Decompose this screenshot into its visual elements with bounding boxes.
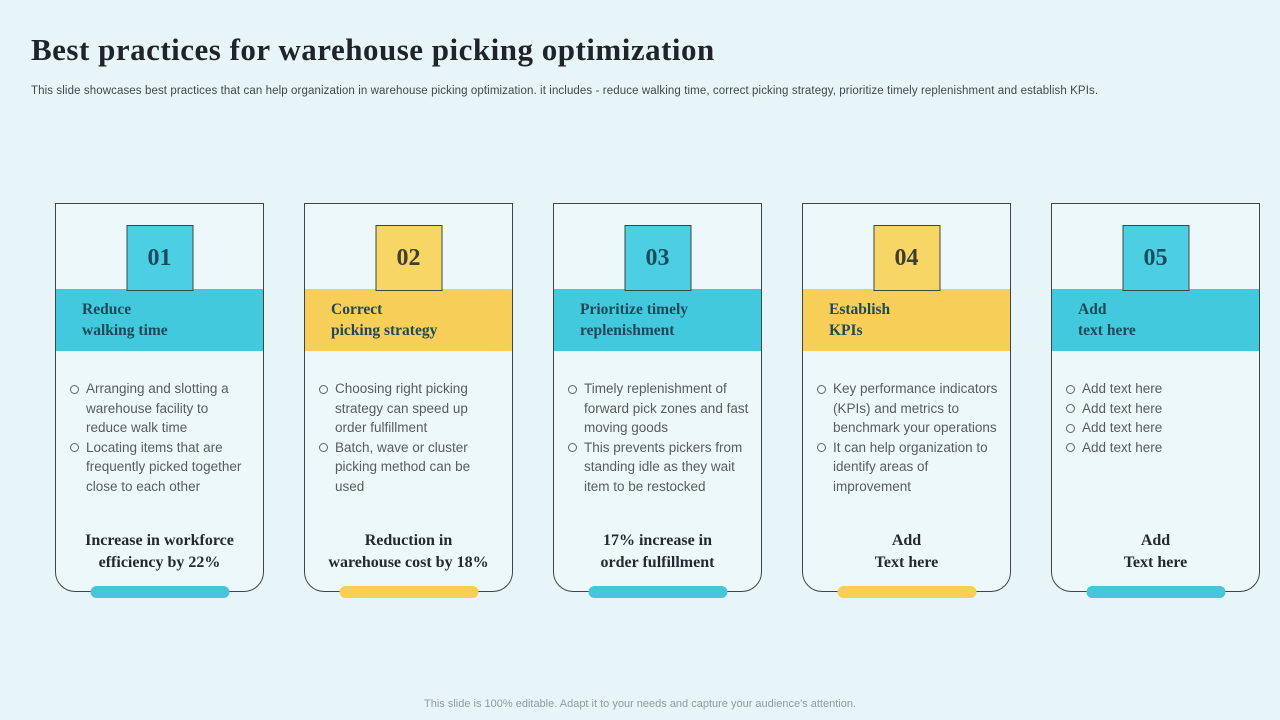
accent-pill	[339, 586, 478, 598]
card-title: Correct picking strategy	[305, 289, 512, 351]
card-highlight: Add Text here	[803, 530, 1010, 574]
card-title-line: Correct	[331, 301, 383, 318]
card-title-line: text here	[1078, 322, 1136, 339]
highlight-line: Add	[891, 532, 922, 549]
step-number-badge: 05	[1122, 225, 1189, 291]
accent-pill	[1086, 586, 1225, 598]
practice-card-4: 04 Establish KPIs Key performance indica…	[802, 203, 1011, 598]
card-bullet-list: Timely replenishment of forward pick zon…	[554, 351, 761, 496]
slide-footer-note: This slide is 100% editable. Adapt it to…	[424, 698, 856, 710]
bullet-item: This prevents pickers from standing idle…	[568, 438, 749, 497]
highlight-line: warehouse cost by 18%	[328, 554, 489, 571]
step-number-badge: 03	[624, 225, 691, 291]
highlight-line: Add	[1140, 532, 1171, 549]
card-title-line: Add	[1078, 301, 1107, 318]
bullet-item: Arranging and slotting a warehouse facil…	[70, 379, 251, 438]
bullet-item: Add text here	[1066, 418, 1247, 438]
card-title: Reduce walking time	[56, 289, 263, 351]
card-bullet-list: Choosing right picking strategy can spee…	[305, 351, 512, 496]
highlight-line: efficiency by 22%	[98, 554, 221, 571]
card-highlight: Add Text here	[1052, 530, 1259, 574]
bullet-item: Add text here	[1066, 379, 1247, 399]
highlight-line: Reduction in	[364, 532, 453, 549]
bullet-item: Add text here	[1066, 399, 1247, 419]
card-highlight: 17% increase in order fulfillment	[554, 530, 761, 574]
bullet-item: Batch, wave or cluster picking method ca…	[319, 438, 500, 497]
slide-subtitle: This slide showcases best practices that…	[31, 85, 1099, 97]
bullet-item: Choosing right picking strategy can spee…	[319, 379, 500, 438]
card-highlight: Increase in workforce efficiency by 22%	[56, 530, 263, 574]
highlight-line: Text here	[1123, 554, 1188, 571]
practice-cards-row: 01 Reduce walking time Arranging and slo…	[55, 203, 1260, 598]
card-title-line: Prioritize timely	[580, 301, 689, 318]
accent-pill	[837, 586, 976, 598]
card-title: Establish KPIs	[803, 289, 1010, 351]
practice-card-2: 02 Correct picking strategy Choosing rig…	[304, 203, 513, 598]
bullet-item: Locating items that are frequently picke…	[70, 438, 251, 497]
highlight-line: Increase in workforce	[85, 532, 234, 549]
bullet-item: Key performance indicators (KPIs) and me…	[817, 379, 998, 438]
card-title-line: walking time	[82, 322, 168, 339]
card-title-line: replenishment	[580, 322, 675, 339]
bullet-item: Timely replenishment of forward pick zon…	[568, 379, 749, 438]
card-title: Add text here	[1052, 289, 1259, 351]
practice-card-3: 03 Prioritize timely replenishment Timel…	[553, 203, 762, 598]
bullet-item: It can help organization to identify are…	[817, 438, 998, 497]
practice-card-1: 01 Reduce walking time Arranging and slo…	[55, 203, 264, 598]
highlight-line: Text here	[874, 554, 939, 571]
practice-card-5: 05 Add text here Add text here Add text …	[1051, 203, 1260, 598]
card-bullet-list: Add text here Add text here Add text her…	[1052, 351, 1259, 457]
card-bullet-list: Key performance indicators (KPIs) and me…	[803, 351, 1010, 496]
card-highlight: Reduction in warehouse cost by 18%	[305, 530, 512, 574]
card-title-line: Reduce	[82, 301, 132, 318]
highlight-line: order fulfillment	[600, 554, 715, 571]
card-title-line: Establish	[829, 301, 891, 318]
card-title: Prioritize timely replenishment	[554, 289, 761, 351]
accent-pill	[588, 586, 727, 598]
step-number-badge: 04	[873, 225, 940, 291]
card-bullet-list: Arranging and slotting a warehouse facil…	[56, 351, 263, 496]
highlight-line: 17% increase in	[602, 532, 713, 549]
card-title-line: KPIs	[829, 322, 863, 339]
accent-pill	[90, 586, 229, 598]
bullet-item: Add text here	[1066, 438, 1247, 458]
page-title: Best practices for warehouse picking opt…	[31, 32, 715, 67]
card-title-line: picking strategy	[331, 322, 438, 339]
step-number-badge: 02	[375, 225, 442, 291]
step-number-badge: 01	[126, 225, 193, 291]
